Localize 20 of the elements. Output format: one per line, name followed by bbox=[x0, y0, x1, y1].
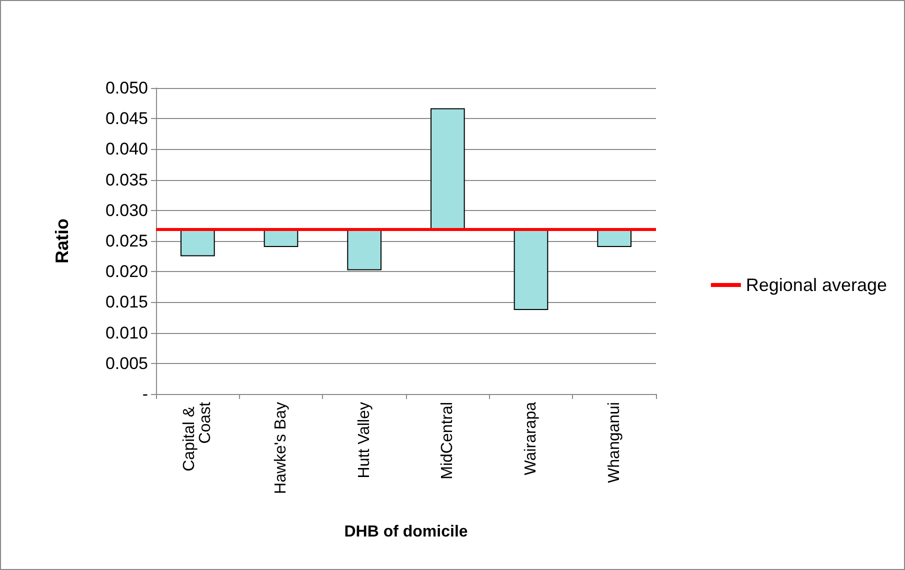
x-tick-label: Capital & Coast bbox=[181, 401, 214, 472]
y-tick-label: 0.015 bbox=[105, 292, 148, 312]
y-tick-label: 0.025 bbox=[105, 232, 148, 250]
x-tick-label: Whanganui bbox=[606, 402, 623, 483]
x-tick-label: Hawke's Bay bbox=[272, 402, 290, 494]
y-tick-label: 0.050 bbox=[105, 78, 148, 98]
y-tick-label: 0.045 bbox=[105, 109, 148, 128]
y-tick-label: 0.020 bbox=[105, 262, 148, 282]
y-tick-label: 0.005 bbox=[105, 354, 148, 373]
x-axis-title: DHB of domicile bbox=[344, 524, 468, 540]
y-tick-label: 0.035 bbox=[105, 170, 148, 190]
x-tick-label: Wairarapa bbox=[522, 402, 540, 476]
y-axis-title: Ratio bbox=[52, 218, 72, 264]
y-tick-label: 0.010 bbox=[105, 323, 148, 342]
y-tick-label: - bbox=[142, 384, 148, 404]
y-tick-label: 0.030 bbox=[105, 200, 148, 220]
y-tick-label: 0.040 bbox=[105, 140, 148, 159]
legend-label: Regional average bbox=[746, 275, 888, 295]
x-tick-label: MidCentral bbox=[439, 402, 456, 480]
x-tick-label: Hutt Valley bbox=[356, 402, 373, 478]
